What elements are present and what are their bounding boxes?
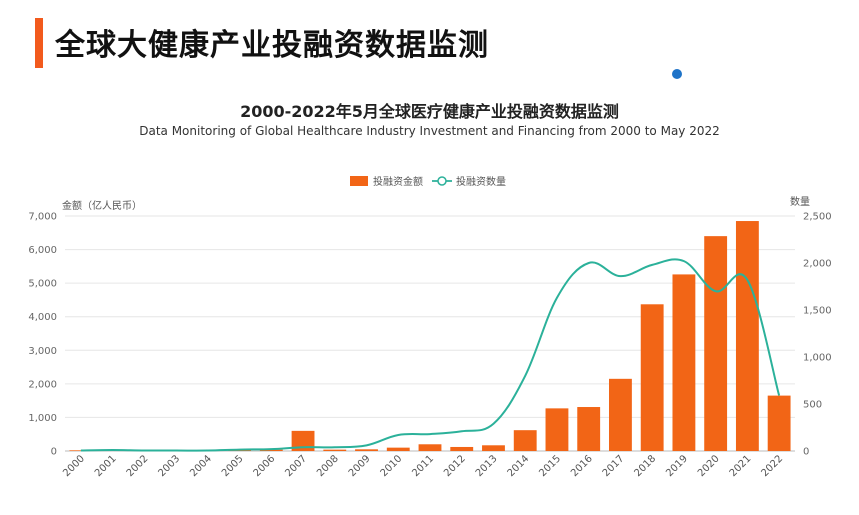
amount-bar [640, 304, 664, 451]
amount-bar [545, 408, 569, 451]
x-tick-label: 2009 [347, 453, 373, 479]
chart-subtitle: Data Monitoring of Global Healthcare Ind… [139, 124, 720, 138]
right-axis-label: 数量 [790, 195, 810, 208]
amount-bar [291, 430, 315, 451]
x-tick-label: 2014 [506, 453, 532, 479]
legend-bar-swatch [350, 176, 368, 186]
amount-bar [609, 378, 632, 451]
amount-bar [69, 450, 93, 451]
right-axis: 数量 0 500 1,000 1,500 2,000 2,500 [790, 195, 832, 458]
left-tick-label: 2,000 [28, 379, 57, 390]
left-tick-label: 4,000 [28, 312, 57, 323]
right-tick-label: 500 [803, 400, 822, 411]
x-tick-label: 2017 [601, 453, 627, 479]
x-tick-label: 2019 [664, 453, 690, 479]
left-tick-label: 3,000 [28, 346, 57, 357]
left-axis: 金额（亿人民币） 0 1,000 2,000 3,000 4,000 5,000 6,000… [28, 199, 142, 458]
left-tick-label: 7,000 [28, 212, 57, 223]
amount-bar [672, 274, 696, 451]
x-tick-label: 2003 [156, 453, 182, 479]
x-tick-label: 2006 [252, 453, 278, 479]
page-title: 全球大健康产业投融资数据监测 [55, 28, 489, 63]
amount-bar [513, 430, 537, 451]
amount-bar [259, 449, 283, 451]
legend-line-marker [437, 176, 447, 186]
x-tick-label: 2018 [633, 453, 659, 479]
left-tick-label: 5,000 [28, 279, 57, 290]
right-tick-label: 0 [803, 447, 809, 458]
left-tick-label: 0 [51, 447, 57, 458]
amount-bar [767, 395, 791, 451]
x-tick-label: 2004 [188, 453, 214, 479]
x-axis: 2000 2001 2002 2003 2004 2005 2006 2007 2008 2009… [61, 453, 785, 479]
amount-bar [577, 407, 601, 451]
right-tick-label: 2,500 [803, 212, 832, 223]
left-tick-label: 6,000 [28, 245, 57, 256]
left-axis-label: 金额（亿人民币） [62, 199, 142, 212]
amount-bar [355, 449, 378, 451]
amount-bars [69, 221, 791, 451]
x-tick-label: 2013 [474, 453, 500, 479]
x-tick-label: 2011 [410, 453, 436, 479]
x-tick-label: 2015 [537, 453, 563, 479]
chart-title: 2000-2022年5月全球医疗健康产业投融资数据监测 [240, 102, 619, 121]
x-tick-label: 2001 [93, 453, 119, 479]
x-tick-label: 2012 [442, 453, 468, 479]
x-tick-label: 2000 [61, 453, 87, 479]
x-tick-label: 2008 [315, 453, 341, 479]
right-tick-label: 1,500 [803, 306, 832, 317]
amount-bar [735, 221, 759, 451]
right-tick-label: 1,000 [803, 353, 832, 364]
legend-line-label: 投融资数量 [456, 175, 506, 188]
amount-bar [482, 445, 505, 451]
amount-bar [704, 236, 728, 451]
x-tick-label: 2021 [728, 453, 754, 479]
amount-bar [386, 447, 410, 451]
x-tick-label: 2022 [759, 453, 785, 479]
x-tick-label: 2020 [696, 453, 722, 479]
count-line [80, 258, 781, 452]
count-line-path [80, 258, 781, 452]
decorative-dot [672, 69, 682, 79]
x-tick-label: 2007 [283, 453, 309, 479]
x-tick-label: 2010 [379, 453, 405, 479]
legend: 投融资金额 投融资数量 [350, 175, 506, 188]
x-tick-label: 2002 [125, 453, 151, 479]
x-tick-label: 2005 [220, 453, 246, 479]
x-tick-label: 2016 [569, 453, 595, 479]
amount-bar [418, 444, 442, 451]
right-tick-label: 2,000 [803, 259, 832, 270]
legend-bar-label: 投融资金额 [373, 175, 423, 188]
left-tick-label: 1,000 [28, 413, 57, 424]
amount-bar [450, 446, 474, 451]
amount-bar [323, 449, 347, 451]
title-accent-bar [35, 18, 43, 68]
